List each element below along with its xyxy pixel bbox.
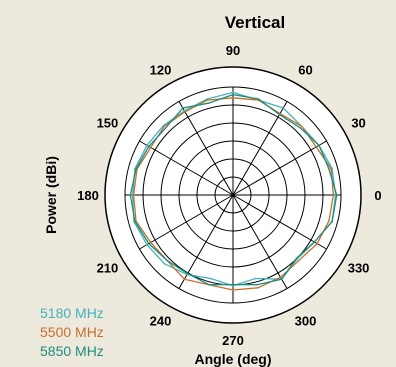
- series-point-2: [335, 194, 338, 196]
- series-point-2: [166, 259, 169, 262]
- series-point-1: [232, 289, 234, 291]
- grid-spoke: [232, 101, 288, 196]
- series-point-1: [163, 125, 166, 128]
- series-point-1: [297, 259, 300, 262]
- series-point-2: [164, 126, 167, 129]
- angle-tick-label: 30: [351, 116, 365, 131]
- chart-title: Vertical: [225, 13, 286, 32]
- series-point-2: [318, 144, 320, 147]
- series-point-2: [186, 272, 189, 275]
- legend: 5180 MHz 5500 MHz 5850 MHz: [40, 305, 104, 359]
- grid-spoke: [178, 101, 234, 196]
- series-point-2: [256, 283, 258, 286]
- series-point-2: [257, 98, 260, 100]
- angle-tick-label: 330: [348, 261, 370, 276]
- series-point-2: [129, 194, 132, 196]
- series-point-0: [254, 277, 257, 280]
- series-point-1: [183, 278, 186, 280]
- series-point-2: [328, 168, 330, 171]
- series-point-0: [146, 144, 148, 147]
- angle-tick-label: 270: [222, 333, 244, 348]
- series-point-2: [295, 257, 298, 260]
- series-point-1: [232, 97, 234, 99]
- series-point-1: [184, 110, 186, 113]
- series-point-1: [149, 146, 152, 149]
- angle-tick-label: 0: [374, 188, 381, 203]
- legend-entry-0: 5180 MHz: [40, 305, 104, 321]
- grid-spoke: [232, 194, 327, 250]
- series-point-0: [146, 243, 148, 246]
- angle-tick-label: 90: [226, 43, 240, 58]
- series-point-1: [332, 194, 335, 196]
- x-axis-label: Angle (deg): [195, 351, 272, 367]
- series-point-2: [135, 168, 137, 170]
- y-axis-label: Power (dBi): [43, 156, 59, 234]
- grid-spoke: [232, 140, 327, 196]
- angle-ticks: 0 30 60 90 120 150 180 210 240 270 300 330: [77, 43, 381, 348]
- series-point-1: [206, 99, 209, 101]
- series-point-2: [278, 113, 281, 116]
- series-point-1: [300, 125, 303, 128]
- series-point-1: [315, 146, 318, 148]
- series-point-0: [282, 107, 285, 109]
- series-point-2: [181, 107, 184, 109]
- series-point-2: [331, 220, 333, 223]
- legend-entry-1: 5500 MHz: [40, 324, 104, 340]
- series-point-2: [148, 242, 150, 245]
- grid-spoke: [139, 140, 234, 196]
- series-point-2: [232, 93, 234, 96]
- series-point-1: [330, 167, 332, 170]
- series-point-2: [148, 145, 150, 148]
- series-point-1: [149, 241, 152, 244]
- legend-entry-2: 5850 MHz: [40, 343, 104, 359]
- grid-spoke: [232, 194, 288, 289]
- angle-tick-label: 300: [295, 314, 317, 329]
- angle-tick-label: 60: [298, 62, 312, 77]
- series-point-2: [299, 126, 302, 129]
- series-lines: [129, 91, 338, 291]
- angle-tick-label: 150: [97, 116, 119, 131]
- series-point-0: [209, 277, 212, 280]
- grid-spoke: [139, 194, 234, 250]
- series-point-2: [280, 278, 283, 280]
- series-point-0: [163, 262, 166, 265]
- angle-tick-label: 240: [150, 314, 172, 329]
- angle-tick-label: 180: [77, 188, 99, 203]
- series-point-1: [257, 287, 259, 289]
- series-point-1: [279, 276, 282, 279]
- series-point-1: [316, 242, 318, 245]
- series-point-1: [328, 219, 330, 222]
- series-point-2: [208, 283, 210, 286]
- series-point-2: [313, 241, 316, 243]
- series-point-1: [132, 194, 135, 196]
- series-point-2: [207, 102, 210, 104]
- angle-tick-label: 210: [97, 261, 119, 276]
- angle-tick-label: 120: [150, 62, 172, 77]
- series-point-2: [134, 220, 136, 223]
- series-point-2: [232, 283, 234, 286]
- series-point-0: [232, 91, 234, 94]
